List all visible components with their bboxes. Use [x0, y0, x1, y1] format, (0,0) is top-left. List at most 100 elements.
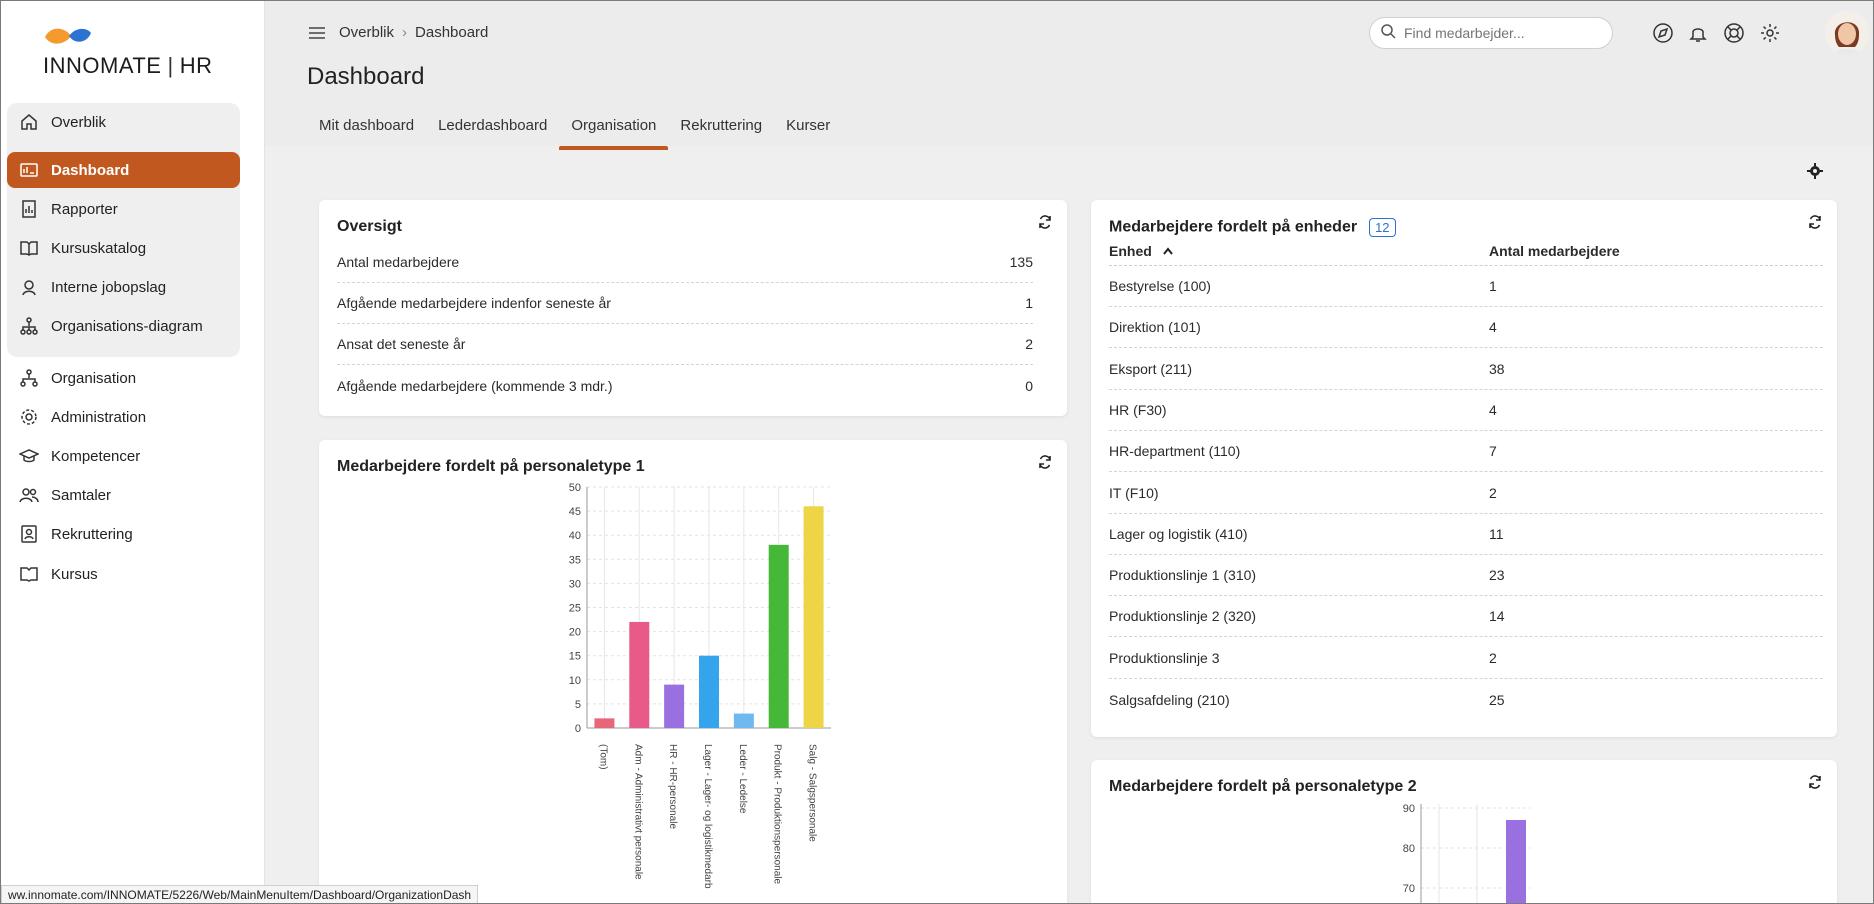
bar-chart-personaletype2: 70 80 90: [1403, 803, 1531, 904]
refresh-icon[interactable]: [1037, 454, 1055, 472]
y-tick-label: 45: [569, 506, 581, 518]
book-icon: [19, 238, 39, 258]
sort-ascending-icon: [1162, 243, 1174, 259]
overview-row: Ansat det seneste år 2: [337, 324, 1033, 365]
bar[interactable]: [1506, 820, 1526, 904]
settings-gear-icon[interactable]: [1758, 21, 1782, 45]
people-icon: [19, 485, 39, 505]
unit-name: Bestyrelse (100): [1109, 278, 1211, 294]
sidebar-item-administration[interactable]: Administration: [7, 399, 240, 435]
search-icon: [1380, 23, 1396, 43]
units-title: Medarbejdere fordelt på enheder 12: [1109, 218, 1396, 237]
tab-kurser[interactable]: Kurser: [786, 117, 831, 134]
refresh-icon[interactable]: [1037, 214, 1055, 232]
unit-name: IT (F10): [1109, 484, 1159, 501]
sidebar-item-organisation[interactable]: Organisation: [7, 360, 240, 396]
bar[interactable]: [629, 621, 650, 728]
overview-row-label: Afgående medarbejdere indenfor seneste å…: [337, 295, 611, 311]
logo[interactable]: INNOMATE | HR: [43, 23, 223, 79]
units-count-badge: 12: [1369, 218, 1396, 237]
search-box: [1369, 17, 1613, 49]
sidebar-item-rapporter[interactable]: Rapporter: [7, 191, 240, 227]
dashboard-settings-icon[interactable]: [1807, 163, 1823, 183]
unit-count: 14: [1489, 608, 1505, 625]
overview-row-value: 1: [1025, 295, 1033, 311]
table-row: Salgsafdeling (210) 25: [1109, 679, 1823, 720]
bar[interactable]: [733, 713, 754, 728]
bar[interactable]: [594, 718, 615, 728]
sidebar-item-kompetencer[interactable]: Kompetencer: [7, 438, 240, 474]
unit-count: 2: [1489, 649, 1497, 666]
overview-row-value: 135: [1009, 254, 1033, 270]
tab-rekruttering[interactable]: Rekruttering: [680, 117, 763, 134]
unit-name: Produktionslinje 2 (320): [1109, 608, 1257, 625]
bar[interactable]: [699, 655, 719, 728]
help-lifebuoy-icon[interactable]: [1722, 21, 1746, 45]
job-icon: [19, 277, 39, 297]
bell-icon[interactable]: [1686, 21, 1710, 45]
recruit-icon: [19, 524, 39, 544]
x-tick-label: Salg - Salgspersonale: [807, 744, 818, 842]
report-icon: [19, 199, 39, 219]
bar[interactable]: [664, 684, 685, 728]
navigation-icon[interactable]: [1651, 21, 1675, 45]
sidebar-item-label: Dashboard: [51, 161, 130, 179]
units-table-header: Enhed Antal medarbejdere: [1109, 236, 1823, 266]
avatar[interactable]: [1825, 11, 1869, 55]
table-row: IT (F10) 2: [1109, 473, 1823, 514]
y-tick-label: 80: [1403, 843, 1415, 855]
sidebar-item-kursuskatalog[interactable]: Kursuskatalog: [7, 230, 240, 266]
refresh-icon[interactable]: [1807, 774, 1825, 792]
tab-organisation[interactable]: Organisation: [559, 117, 669, 150]
sidebar-item-dashboard[interactable]: Dashboard: [7, 152, 240, 188]
units-column-antal[interactable]: Antal medarbejdere: [1489, 242, 1620, 259]
sidebar-item-samtaler[interactable]: Samtaler: [7, 477, 240, 513]
sidebar-item-label: Rekruttering: [51, 525, 133, 543]
hamburger-menu-icon[interactable]: [307, 23, 327, 47]
sidebar-item-kursus[interactable]: Kursus: [7, 556, 240, 592]
sidebar-item-rekruttering[interactable]: Rekruttering: [7, 516, 240, 552]
x-tick-label: Adm - Administrativt personale: [632, 744, 643, 880]
bar[interactable]: [768, 544, 789, 728]
sidebar-item-overblik[interactable]: Overblik: [7, 104, 240, 140]
unit-name: Eksport (211): [1109, 360, 1192, 377]
page-title: Dashboard: [307, 63, 425, 90]
x-tick-label: HR - HR-personale: [667, 744, 678, 829]
status-bar-url: ww.innomate.com/INNOMATE/5226/Web/MainMe…: [1, 885, 479, 903]
unit-count: 25: [1489, 691, 1505, 708]
unit-count: 23: [1489, 567, 1505, 584]
breadcrumb-item-overblik[interactable]: Overblik: [339, 24, 395, 41]
sidebar-item-organisations-diagram[interactable]: Organisations-diagram: [7, 308, 240, 344]
unit-count: 7: [1489, 443, 1497, 460]
y-tick-label: 5: [575, 699, 581, 711]
overview-card: Oversigt Antal medarbejdere 135 Afgående…: [319, 200, 1067, 416]
course-icon: [19, 564, 39, 584]
sidebar-item-label: Organisation: [51, 369, 137, 387]
refresh-icon[interactable]: [1807, 214, 1825, 232]
table-row: Eksport (211) 38: [1109, 349, 1823, 390]
sidebar-item-interne-jobopslag[interactable]: Interne jobopslag: [7, 269, 240, 305]
search-input[interactable]: [1404, 25, 1594, 41]
tab-lederdashboard[interactable]: Lederdashboard: [438, 117, 548, 134]
overview-row-value: 2: [1025, 336, 1033, 352]
bar[interactable]: [803, 506, 824, 728]
x-tick-label: Produkt - Produktionspersonale: [772, 744, 783, 885]
unit-name: HR-department (110): [1109, 443, 1241, 460]
units-column-enhed[interactable]: Enhed: [1109, 243, 1489, 259]
table-row: Bestyrelse (100) 1: [1109, 266, 1823, 307]
sidebar-item-label: Kursuskatalog: [51, 239, 147, 257]
org-chart-icon: [19, 316, 39, 336]
sidebar-item-label: Organisations-diagram: [51, 317, 203, 335]
sidebar: INNOMATE | HR Overblik Dashboard Rapporter…: [1, 1, 265, 903]
logo-text-left: INNOMATE: [43, 53, 162, 78]
unit-name: Salgsafdeling (210): [1109, 691, 1230, 708]
unit-count: 4: [1489, 319, 1497, 336]
overview-row-label: Afgående medarbejdere (kommende 3 mdr.): [337, 377, 613, 394]
table-row: HR (F30) 4: [1109, 390, 1823, 431]
personaletype2-chart-card: Medarbejdere fordelt på personaletype 2 …: [1091, 760, 1837, 904]
unit-name: HR (F30): [1109, 401, 1167, 418]
tab-mit-dashboard[interactable]: Mit dashboard: [319, 117, 415, 134]
home-icon: [19, 112, 39, 132]
breadcrumb: Overblik › Dashboard: [339, 24, 488, 41]
